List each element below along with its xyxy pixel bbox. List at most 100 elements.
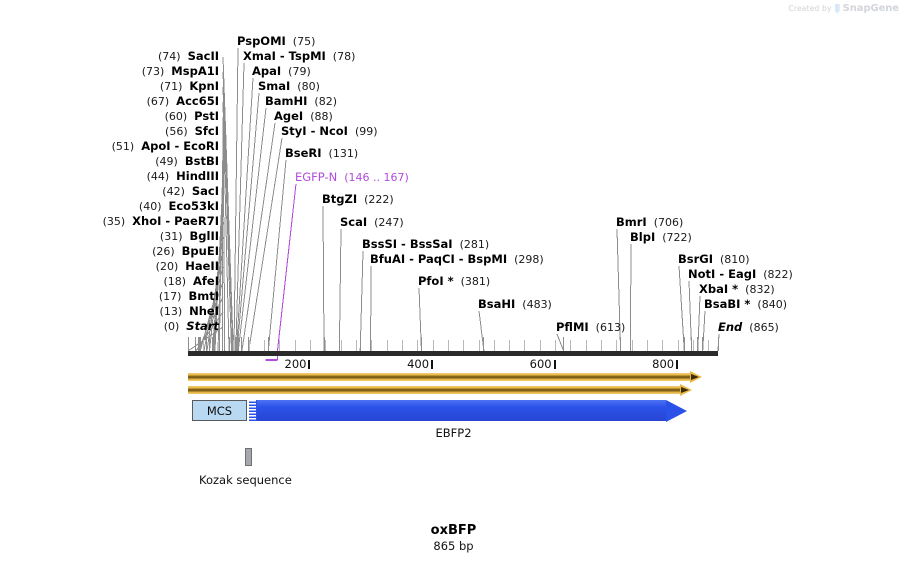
enzyme-name: BstBI (184, 154, 219, 168)
enzyme-name: BmrI (616, 215, 647, 229)
enzyme-name: Start (186, 319, 219, 333)
ruler-site-tick (213, 337, 215, 351)
ruler-site-tick (683, 337, 685, 351)
ruler-tick-label: 600 (530, 357, 556, 371)
enzyme-name: NheI (189, 304, 219, 318)
enzyme-name: AfeI (193, 274, 219, 288)
enzyme-name: ApoI (141, 139, 171, 153)
ruler-site-tick (224, 337, 226, 351)
enzyme-position: (71) (159, 80, 190, 93)
enzyme-label-right[interactable]: PflMI (613) (556, 321, 625, 335)
ruler-minor-tick (585, 340, 587, 351)
enzyme-label-right[interactable]: NotI - EagI (822) (688, 268, 793, 282)
enzyme-label-left[interactable]: (26) BpuEI (152, 245, 219, 259)
ruler-minor-tick (692, 340, 694, 351)
ruler-minor-tick (677, 340, 679, 351)
enzyme-position: (78) (325, 50, 356, 63)
enzyme-position: (80) (290, 80, 320, 93)
enzyme-position: (822) (756, 268, 793, 281)
enzyme-name-separator: - (161, 214, 175, 228)
enzyme-label-left[interactable]: (13) NheI (160, 304, 219, 319)
enzyme-name: AgeI (274, 109, 304, 123)
enzyme-name-separator: - (454, 252, 468, 266)
enzyme-name: SacI (191, 184, 219, 198)
enzyme-position: (381) (453, 275, 491, 288)
enzyme-label-left[interactable]: (49) BstBI (155, 154, 219, 169)
enzyme-label-right[interactable]: ScaI (247) (340, 216, 404, 230)
enzyme-label-left[interactable]: (35) XhoI - PaeR7I (103, 214, 219, 229)
enzyme-position: (56) (165, 125, 195, 138)
enzyme-name: SmaI (258, 79, 291, 93)
ruler-minor-tick (218, 340, 220, 351)
enzyme-label-right[interactable]: XbaI * (832) (699, 283, 775, 297)
enzyme-label-right[interactable]: PspOMI (75) (237, 35, 315, 49)
feature-kozak-marker[interactable] (245, 448, 252, 466)
enzyme-label-right[interactable]: BsrGI (810) (678, 253, 750, 267)
orf-arrow-2-head-core (681, 386, 689, 393)
enzyme-label-left[interactable]: (20) HaeII (156, 259, 219, 274)
enzyme-label-right[interactable]: ApaI (79) (252, 65, 311, 79)
enzyme-name: BseRI (285, 146, 322, 160)
enzyme-label-right[interactable]: BtgZI (222) (322, 193, 394, 207)
enzyme-label-right[interactable]: StyI - NcoI (99) (281, 124, 378, 139)
feature-ebfp2-body[interactable] (249, 400, 666, 421)
enzyme-name: KpnI (189, 79, 219, 93)
feature-mcs[interactable]: MCS (192, 400, 247, 421)
ruler-site-tick (338, 337, 340, 351)
ruler-minor-tick (647, 340, 649, 351)
enzyme-label-left[interactable]: (56) SfcI (165, 125, 219, 139)
enzyme-label-left[interactable]: (73) MspA1I (142, 65, 219, 79)
enzyme-label-right[interactable]: End (865) (718, 321, 779, 335)
enzyme-position: (26) (152, 245, 182, 258)
enzyme-label-right[interactable]: BmrI (706) (616, 215, 683, 230)
ruler-minor-tick (601, 340, 603, 351)
feature-label-egfp-n[interactable]: EGFP-N (146 .. 167) (295, 171, 409, 185)
enzyme-label-left[interactable]: (31) BglII (159, 230, 219, 244)
enzyme-label-right[interactable]: BlpI (722) (630, 231, 692, 245)
ruler-minor-tick (233, 340, 235, 351)
enzyme-label-left[interactable]: (74) SacII (158, 50, 219, 64)
enzyme-label-right[interactable]: BfuAI - PaqCI - BspMI (298) (370, 252, 544, 267)
enzyme-label-right[interactable]: BamHI (82) (265, 95, 337, 109)
ruler-site-tick (236, 337, 238, 351)
ruler-minor-tick (371, 340, 373, 351)
enzyme-position: (74) (158, 50, 188, 63)
enzyme-label-left[interactable]: (17) BmtI (159, 290, 219, 304)
ruler-site-tick (702, 337, 704, 351)
enzyme-label-right[interactable]: BseRI (131) (285, 146, 358, 161)
enzyme-label-right[interactable]: XmaI - TspMI (78) (243, 49, 356, 64)
enzyme-name: HaeII (185, 259, 219, 273)
ruler-site-tick (370, 337, 372, 351)
enzyme-label-left[interactable]: (60) PstI (165, 110, 219, 124)
ruler-site-tick (620, 337, 622, 351)
enzyme-name-separator: - (275, 49, 289, 63)
ruler-minor-tick (555, 340, 557, 351)
enzyme-position: (31) (159, 230, 190, 243)
enzyme-label-right[interactable]: AgeI (88) (274, 109, 333, 124)
ruler-minor-tick (493, 340, 495, 351)
enzyme-label-right[interactable]: BsaBI * (840) (704, 298, 787, 312)
enzyme-label-left[interactable]: (51) ApoI - EcoRI (112, 139, 219, 154)
enzyme-label-left[interactable]: (67) Acc65I (147, 95, 219, 109)
enzyme-name: StyI (281, 124, 307, 138)
ruler-site-tick (214, 337, 216, 351)
enzyme-label-left[interactable]: (40) Eco53kI (139, 199, 219, 214)
enzyme-label-left[interactable]: (0) Start (164, 319, 219, 334)
ruler-site-tick (197, 337, 199, 351)
enzyme-label-right[interactable]: BssSI - BssSaI (281) (362, 238, 489, 252)
enzyme-label-right[interactable]: SmaI (80) (258, 79, 320, 94)
enzyme-label-right[interactable]: BsaHI (483) (478, 298, 552, 312)
ruler-site-tick (237, 337, 239, 351)
enzyme-label-left[interactable]: (44) HindIII (147, 170, 219, 184)
enzyme-name: Eco53kI (168, 199, 219, 213)
ruler-tick-mark (431, 360, 434, 369)
enzyme-name-separator: - (170, 139, 184, 153)
ruler-minor-tick (401, 340, 403, 351)
enzyme-label-left[interactable]: (42) SacI (162, 184, 219, 199)
enzyme-label-left[interactable]: (18) AfeI (163, 274, 219, 289)
enzyme-label-left[interactable]: (71) KpnI (159, 79, 219, 94)
enzyme-position: (810) (713, 253, 750, 266)
ruler-minor-tick (478, 340, 480, 351)
plasmid-size: 865 bp (433, 539, 474, 553)
enzyme-label-right[interactable]: PfoI * (381) (418, 275, 491, 289)
